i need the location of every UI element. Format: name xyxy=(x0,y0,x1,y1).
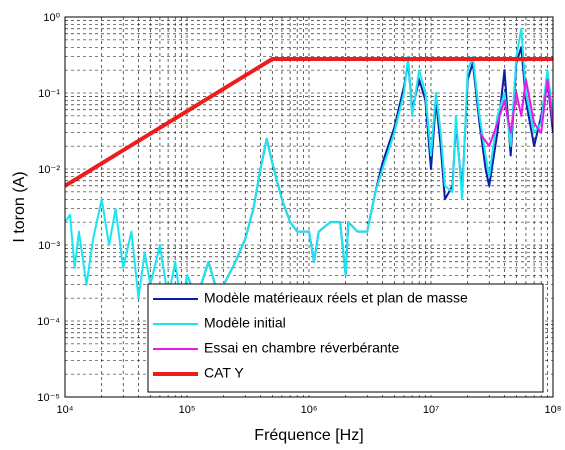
y-tick-label: 10⁻⁴ xyxy=(37,316,60,328)
legend-box xyxy=(147,283,544,393)
y-tick-label: 10⁻² xyxy=(38,164,60,176)
series-line xyxy=(65,27,553,309)
series-line xyxy=(65,57,553,188)
legend-label: Modèle matérieaux réels et plan de masse xyxy=(204,290,468,306)
legend-label: Essai en chambre réverbérante xyxy=(204,340,400,356)
x-tick-label: 10⁸ xyxy=(545,404,562,416)
x-tick-label: 10⁵ xyxy=(179,404,196,416)
y-tick-label: 10⁻¹ xyxy=(38,88,60,100)
x-tick-label: 10⁴ xyxy=(57,404,74,416)
legend-label: Modèle initial xyxy=(204,315,286,331)
y-axis-label: I toron (A) xyxy=(11,171,28,242)
plot-frame xyxy=(64,16,554,398)
x-tick-label: 10⁷ xyxy=(423,404,439,416)
x-axis-label: Fréquence [Hz] xyxy=(254,427,363,444)
x-tick-label: 10⁶ xyxy=(301,404,318,416)
legend-label: CAT Y xyxy=(204,365,244,381)
series-line xyxy=(478,78,553,148)
y-tick-label: 10⁰ xyxy=(43,12,60,24)
y-tick-label: 10⁻³ xyxy=(38,240,60,252)
y-tick-label: 10⁻⁵ xyxy=(37,392,60,404)
